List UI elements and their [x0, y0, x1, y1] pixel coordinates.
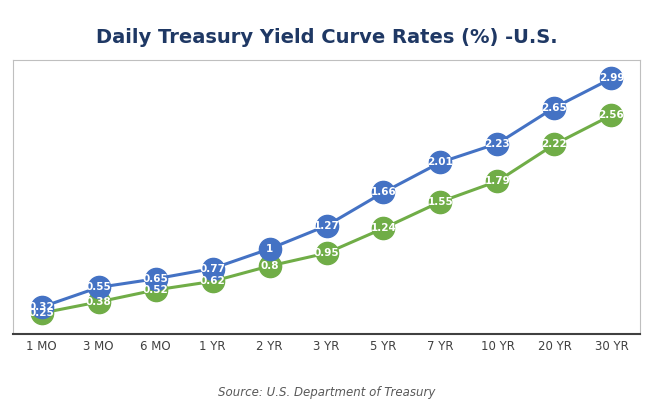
Text: 0.65: 0.65 — [142, 274, 168, 284]
11/14/2016 — [607, 76, 615, 81]
11/4/2016 — [266, 264, 274, 268]
Line: 11/4/2016: 11/4/2016 — [31, 104, 622, 324]
11/14/2016 — [494, 141, 502, 146]
Text: 0.32: 0.32 — [29, 302, 54, 312]
11/14/2016 — [550, 105, 558, 110]
11/14/2016 — [266, 246, 274, 251]
Text: 0.55: 0.55 — [86, 283, 112, 293]
Text: 0.25: 0.25 — [29, 308, 54, 318]
Text: 0.52: 0.52 — [142, 285, 168, 295]
11/14/2016 — [38, 305, 46, 310]
Text: 0.62: 0.62 — [200, 276, 225, 287]
Text: Source: U.S. Department of Treasury: Source: U.S. Department of Treasury — [218, 386, 435, 399]
11/4/2016 — [208, 279, 216, 284]
11/4/2016 — [95, 299, 103, 304]
11/14/2016 — [379, 190, 387, 195]
11/14/2016 — [437, 160, 445, 165]
11/4/2016 — [494, 179, 502, 184]
11/4/2016 — [607, 113, 615, 118]
11/4/2016 — [437, 199, 445, 204]
11/4/2016 — [38, 311, 46, 316]
Text: 2.01: 2.01 — [428, 157, 453, 167]
Text: 1.24: 1.24 — [370, 223, 396, 233]
Text: 2.56: 2.56 — [599, 110, 624, 120]
11/4/2016 — [379, 226, 387, 231]
Text: 2.22: 2.22 — [541, 139, 567, 150]
Line: 11/14/2016: 11/14/2016 — [31, 67, 622, 318]
Text: 1.66: 1.66 — [371, 187, 396, 197]
Text: Daily Treasury Yield Curve Rates (%) -U.S.: Daily Treasury Yield Curve Rates (%) -U.… — [96, 28, 557, 47]
11/14/2016 — [151, 276, 159, 281]
Text: 1.55: 1.55 — [428, 197, 453, 207]
Text: 0.77: 0.77 — [200, 264, 225, 274]
Text: 1: 1 — [266, 244, 273, 254]
11/4/2016 — [151, 288, 159, 293]
Text: 0.8: 0.8 — [261, 261, 279, 271]
Text: 2.65: 2.65 — [541, 102, 567, 112]
11/14/2016 — [323, 223, 330, 228]
Text: 0.38: 0.38 — [86, 297, 112, 307]
Text: 0.95: 0.95 — [313, 248, 340, 258]
Text: 2.23: 2.23 — [485, 139, 511, 149]
Text: 2.99: 2.99 — [599, 73, 624, 83]
11/4/2016 — [550, 142, 558, 147]
Text: 1.79: 1.79 — [485, 176, 511, 186]
11/14/2016 — [95, 285, 103, 290]
11/14/2016 — [208, 266, 216, 271]
Text: 1.27: 1.27 — [313, 221, 340, 231]
11/4/2016 — [323, 251, 330, 256]
